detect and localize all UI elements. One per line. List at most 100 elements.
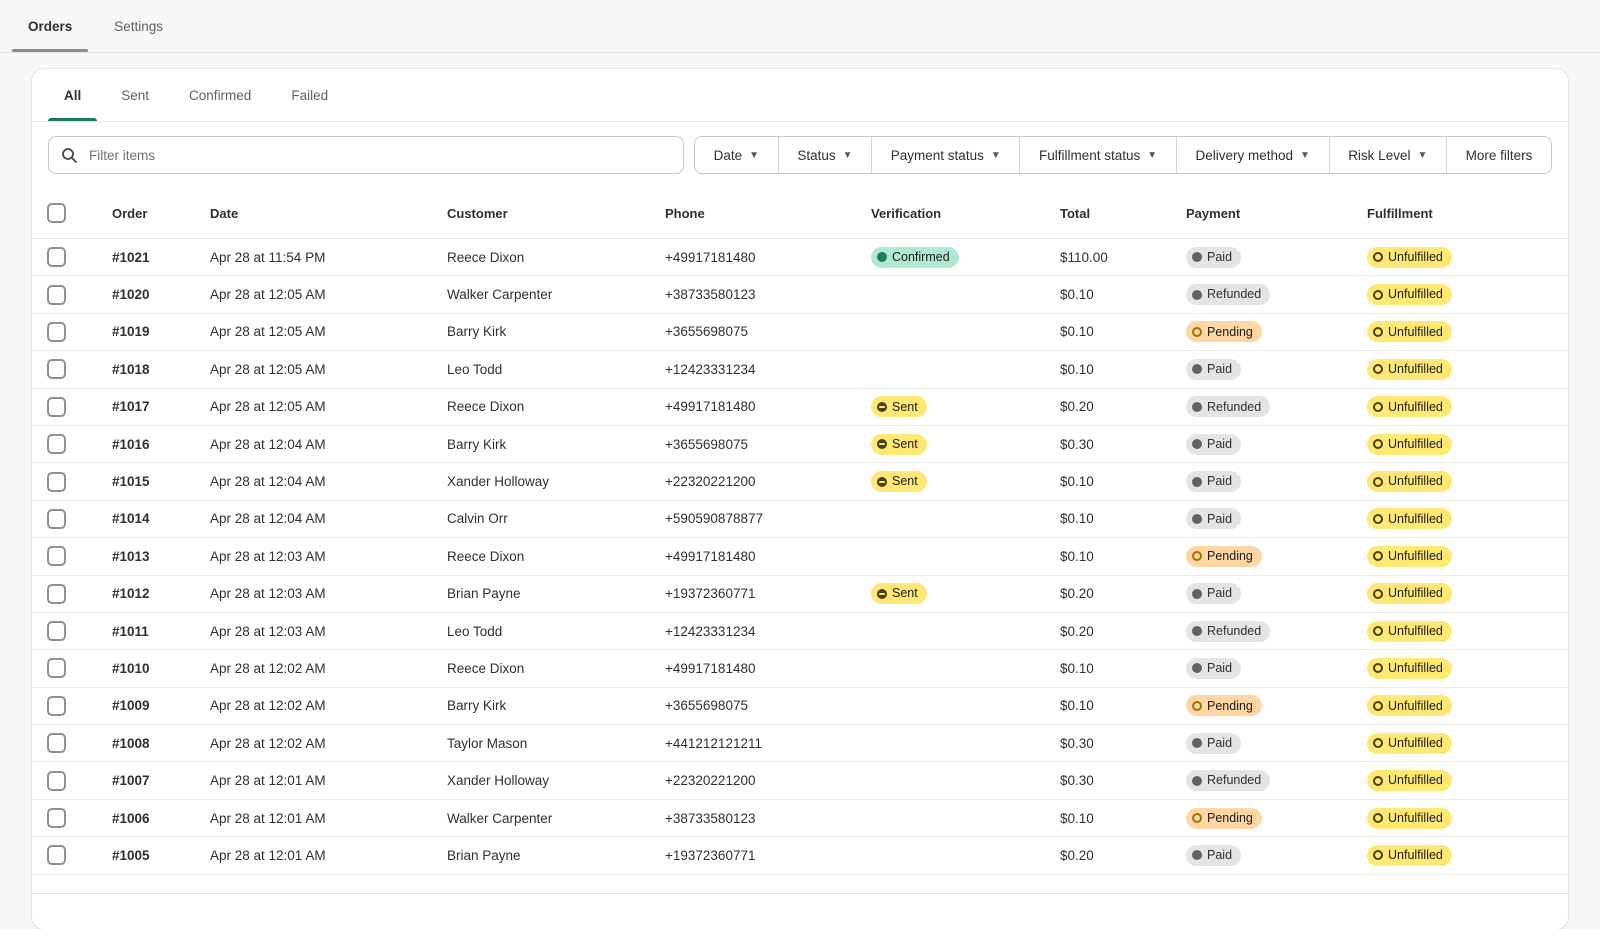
table-row[interactable]: #1019 Apr 28 at 12:05 AM Barry Kirk +365… [32, 314, 1568, 351]
fulfillment-status-filter-button[interactable]: Fulfillment status ▼ [1019, 137, 1175, 173]
tab-sent[interactable]: Sent [105, 69, 165, 121]
order-number[interactable]: #1015 [112, 474, 210, 489]
customer-name: Xander Holloway [447, 773, 665, 788]
tab-orders[interactable]: Orders [12, 0, 88, 52]
table-row[interactable]: #1005 Apr 28 at 12:01 AM Brian Payne +19… [32, 837, 1568, 874]
table-row[interactable]: #1014 Apr 28 at 12:04 AM Calvin Orr +590… [32, 501, 1568, 538]
payment-cell: Paid [1186, 508, 1367, 529]
payment-badge: Pending [1186, 546, 1262, 567]
order-number[interactable]: #1006 [112, 811, 210, 826]
order-number[interactable]: #1019 [112, 324, 210, 339]
row-checkbox[interactable] [47, 845, 66, 865]
table-row[interactable]: #1018 Apr 28 at 12:05 AM Leo Todd +12423… [32, 351, 1568, 388]
row-checkbox[interactable] [47, 509, 66, 529]
order-number[interactable]: #1009 [112, 698, 210, 713]
risk-level-filter-button[interactable]: Risk Level ▼ [1329, 137, 1446, 173]
date-filter-label: Date [714, 148, 743, 163]
tab-settings[interactable]: Settings [98, 0, 179, 52]
fulfillment-cell: Unfulfilled [1367, 695, 1568, 716]
row-checkbox[interactable] [47, 621, 66, 641]
table-row[interactable]: #1011 Apr 28 at 12:03 AM Leo Todd +12423… [32, 613, 1568, 650]
status-ring-icon [1373, 402, 1383, 412]
tab-all[interactable]: All [48, 69, 97, 121]
table-row[interactable]: #1015 Apr 28 at 12:04 AM Xander Holloway… [32, 463, 1568, 500]
order-date: Apr 28 at 12:03 AM [210, 586, 447, 601]
order-total: $0.10 [1060, 661, 1186, 676]
row-checkbox[interactable] [47, 247, 66, 267]
order-total: $110.00 [1060, 250, 1186, 265]
order-number[interactable]: #1011 [112, 624, 210, 639]
payment-status-filter-button[interactable]: Payment status ▼ [871, 137, 1019, 173]
table-row[interactable]: #1010 Apr 28 at 12:02 AM Reece Dixon +49… [32, 650, 1568, 687]
table-row[interactable]: #1006 Apr 28 at 12:01 AM Walker Carpente… [32, 800, 1568, 837]
order-number[interactable]: #1017 [112, 399, 210, 414]
row-checkbox[interactable] [47, 658, 66, 678]
badge-label: Paid [1207, 849, 1232, 862]
order-number[interactable]: #1005 [112, 848, 210, 863]
badge-label: Unfulfilled [1388, 326, 1443, 339]
row-checkbox[interactable] [47, 397, 66, 417]
order-number[interactable]: #1008 [112, 736, 210, 751]
badge-label: Paid [1207, 363, 1232, 376]
order-number[interactable]: #1016 [112, 437, 210, 452]
order-number[interactable]: #1013 [112, 549, 210, 564]
badge-label: Sent [892, 587, 918, 600]
payment-badge: Pending [1186, 321, 1262, 342]
order-number[interactable]: #1020 [112, 287, 210, 302]
order-number[interactable]: #1021 [112, 250, 210, 265]
row-checkbox[interactable] [47, 434, 66, 454]
order-number[interactable]: #1012 [112, 586, 210, 601]
search-input[interactable] [87, 147, 671, 164]
order-date: Apr 28 at 12:03 AM [210, 549, 447, 564]
payment-badge: Refunded [1186, 621, 1270, 642]
customer-phone: +19372360771 [665, 586, 871, 601]
customer-phone: +12423331234 [665, 362, 871, 377]
date-filter-button[interactable]: Date ▼ [695, 137, 778, 173]
delivery-method-filter-button[interactable]: Delivery method ▼ [1176, 137, 1329, 173]
table-row[interactable]: #1021 Apr 28 at 11:54 PM Reece Dixon +49… [32, 239, 1568, 276]
table-row[interactable]: #1012 Apr 28 at 12:03 AM Brian Payne +19… [32, 576, 1568, 613]
row-checkbox[interactable] [47, 285, 66, 305]
row-checkbox[interactable] [47, 546, 66, 566]
more-filters-button[interactable]: More filters [1446, 137, 1551, 173]
tab-failed[interactable]: Failed [275, 69, 344, 121]
payment-cell: Pending [1186, 808, 1367, 829]
customer-phone: +12423331234 [665, 624, 871, 639]
tab-confirmed[interactable]: Confirmed [173, 69, 267, 121]
status-minus-icon [877, 589, 887, 599]
row-checkbox[interactable] [47, 771, 66, 791]
tab-sent-label: Sent [121, 88, 149, 103]
verification-cell: Sent [871, 583, 1060, 604]
table-row[interactable]: #1013 Apr 28 at 12:03 AM Reece Dixon +49… [32, 538, 1568, 575]
order-number[interactable]: #1007 [112, 773, 210, 788]
row-checkbox[interactable] [47, 322, 66, 342]
badge-label: Unfulfilled [1388, 288, 1443, 301]
next-row-partial [32, 893, 1568, 924]
row-checkbox[interactable] [47, 733, 66, 753]
fulfillment-cell: Unfulfilled [1367, 733, 1568, 754]
row-checkbox[interactable] [47, 472, 66, 492]
row-checkbox[interactable] [47, 359, 66, 379]
table-row[interactable]: #1007 Apr 28 at 12:01 AM Xander Holloway… [32, 762, 1568, 799]
order-number[interactable]: #1014 [112, 511, 210, 526]
status-ring-icon [1373, 626, 1383, 636]
status-ring-icon [1373, 701, 1383, 711]
row-checkbox[interactable] [47, 808, 66, 828]
payment-cell: Paid [1186, 583, 1367, 604]
status-minus-icon [877, 439, 887, 449]
table-row[interactable]: #1009 Apr 28 at 12:02 AM Barry Kirk +365… [32, 688, 1568, 725]
status-filter-button[interactable]: Status ▼ [778, 137, 871, 173]
payment-cell: Pending [1186, 321, 1367, 342]
table-row[interactable]: #1016 Apr 28 at 12:04 AM Barry Kirk +365… [32, 426, 1568, 463]
status-dot-icon [877, 252, 887, 262]
customer-phone: +22320221200 [665, 773, 871, 788]
table-row[interactable]: #1017 Apr 28 at 12:05 AM Reece Dixon +49… [32, 389, 1568, 426]
order-number[interactable]: #1010 [112, 661, 210, 676]
row-checkbox[interactable] [47, 584, 66, 604]
table-row[interactable]: #1008 Apr 28 at 12:02 AM Taylor Mason +4… [32, 725, 1568, 762]
order-number[interactable]: #1018 [112, 362, 210, 377]
table-row[interactable]: #1020 Apr 28 at 12:05 AM Walker Carpente… [32, 276, 1568, 313]
status-ring-icon [1373, 364, 1383, 374]
select-all-checkbox[interactable] [47, 203, 66, 223]
row-checkbox[interactable] [47, 696, 66, 716]
